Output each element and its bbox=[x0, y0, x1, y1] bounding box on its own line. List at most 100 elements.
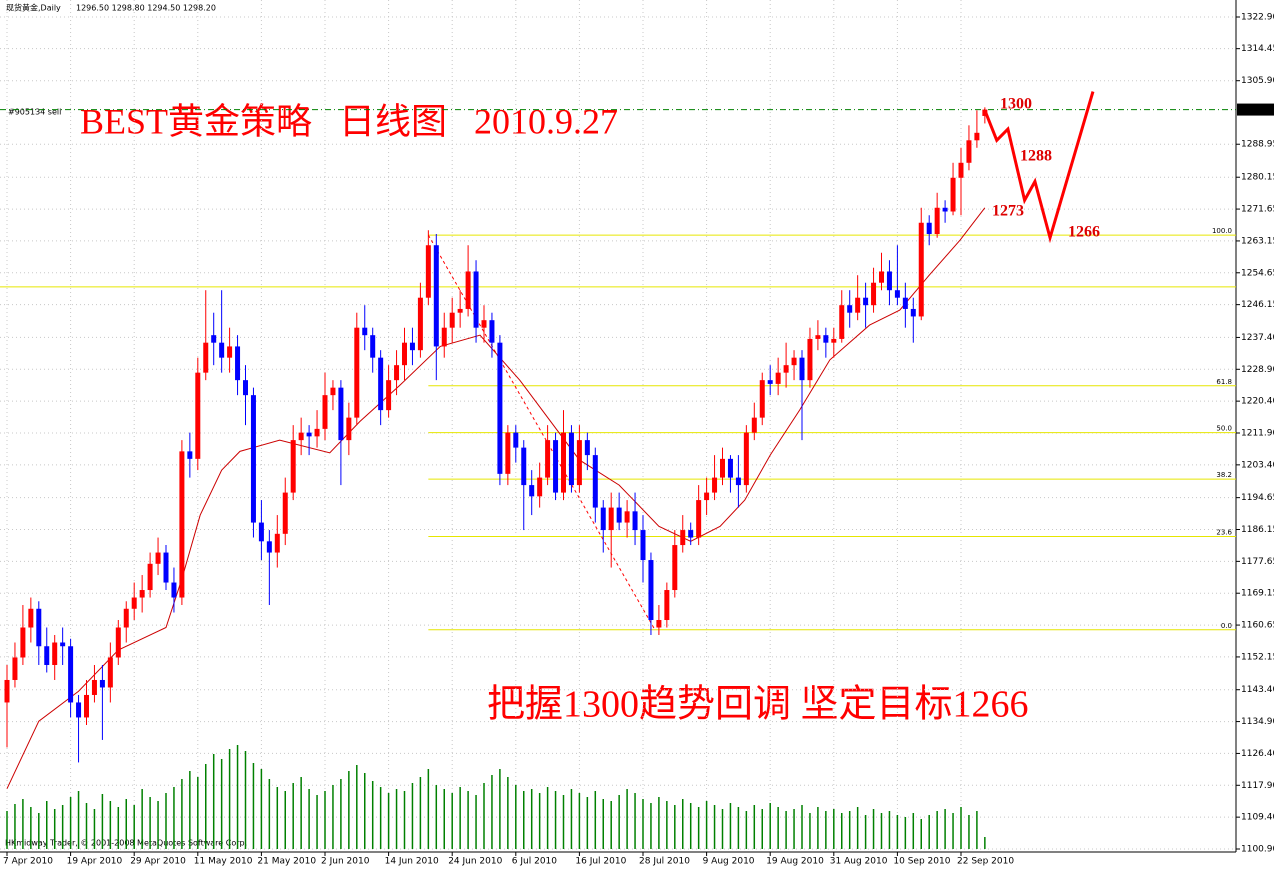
candle-body bbox=[831, 338, 837, 343]
candle-body bbox=[799, 357, 805, 381]
trend-line bbox=[427, 234, 656, 631]
candle-body bbox=[568, 432, 574, 486]
candle-body bbox=[553, 440, 559, 493]
order-label: #905134 sell bbox=[8, 108, 61, 117]
fib-label: 38.2 bbox=[1216, 471, 1232, 479]
candle-body bbox=[179, 451, 185, 598]
y-tick-label: 1228.90 bbox=[1241, 365, 1274, 375]
candle-body bbox=[36, 608, 42, 647]
candle-body bbox=[823, 335, 829, 343]
candle-body bbox=[775, 372, 781, 384]
candle-body bbox=[306, 432, 312, 437]
fib-label: 100.0 bbox=[1212, 227, 1232, 235]
candle-body bbox=[84, 694, 89, 718]
candle-body bbox=[942, 207, 948, 212]
header-ohlc: 1296.50 1298.80 1294.50 1298.20 bbox=[76, 4, 216, 13]
y-tick-label: 1203.40 bbox=[1241, 460, 1274, 470]
candle-body bbox=[235, 346, 241, 381]
candle-body bbox=[751, 417, 757, 433]
candle-body bbox=[934, 207, 940, 234]
y-tick-label: 1237.40 bbox=[1241, 333, 1274, 343]
candle-body bbox=[894, 290, 900, 298]
candle-body bbox=[879, 271, 884, 283]
candle-body bbox=[481, 320, 487, 328]
candle-body bbox=[600, 507, 606, 531]
candle-body bbox=[672, 545, 678, 591]
candle-body bbox=[219, 342, 225, 358]
y-tick-label: 1322.90 bbox=[1241, 13, 1274, 23]
candle-body bbox=[473, 271, 479, 328]
candle-body bbox=[815, 335, 821, 339]
candle-body bbox=[871, 282, 877, 306]
candle-body bbox=[545, 440, 551, 478]
target-label: 1266 bbox=[1068, 224, 1100, 241]
price-label: 1298.20 bbox=[1239, 105, 1274, 115]
x-tick-label: 6 Jul 2010 bbox=[512, 857, 557, 867]
candle-body bbox=[370, 335, 376, 358]
candle-body bbox=[966, 140, 972, 163]
candle-body bbox=[497, 342, 503, 474]
candle-body bbox=[791, 357, 797, 366]
target-label: 1273 bbox=[992, 203, 1024, 220]
candle-body bbox=[4, 679, 10, 703]
fib-label: 61.8 bbox=[1216, 378, 1232, 386]
candle-body bbox=[513, 432, 519, 448]
candle-body bbox=[561, 432, 566, 493]
candle-body bbox=[378, 357, 384, 411]
candle-body bbox=[688, 530, 694, 538]
x-tick-label: 28 Jul 2010 bbox=[639, 857, 690, 867]
candle-body bbox=[338, 387, 344, 441]
candle-body bbox=[402, 342, 407, 366]
candle-body bbox=[386, 380, 392, 411]
fib-label: 23.6 bbox=[1216, 528, 1232, 536]
candle-body bbox=[624, 511, 630, 523]
candle-body bbox=[735, 477, 741, 486]
projection-line bbox=[983, 91, 1095, 244]
y-tick-label: 1314.45 bbox=[1241, 44, 1274, 54]
candle-body bbox=[107, 657, 113, 688]
x-tick-label: 19 Aug 2010 bbox=[766, 857, 824, 867]
candle-body bbox=[409, 342, 415, 351]
y-tick-label: 1211.90 bbox=[1241, 429, 1274, 439]
candle-body bbox=[195, 372, 201, 459]
candle-body bbox=[648, 560, 654, 621]
candle-body bbox=[743, 432, 749, 486]
chart-title: BEST黄金策略 日线图 2010.9.27 bbox=[80, 101, 618, 141]
y-tick-label: 1280.15 bbox=[1241, 173, 1274, 183]
candle-body bbox=[147, 563, 153, 591]
candle-body bbox=[537, 477, 543, 497]
candle-body bbox=[529, 485, 535, 497]
candle-body bbox=[20, 627, 26, 658]
x-tick-label: 19 Apr 2010 bbox=[67, 857, 123, 867]
y-tick-label: 1177.65 bbox=[1241, 557, 1274, 567]
candle-body bbox=[656, 620, 662, 628]
y-tick-label: 1169.15 bbox=[1241, 589, 1274, 599]
candle-body bbox=[227, 346, 233, 358]
candle-body bbox=[330, 387, 336, 396]
candle-body bbox=[584, 440, 590, 456]
candle-body bbox=[974, 132, 980, 141]
x-tick-label: 11 May 2010 bbox=[194, 857, 253, 867]
candle-body bbox=[266, 541, 272, 553]
y-tick-label: 1305.90 bbox=[1241, 76, 1274, 86]
x-tick-label: 16 Jul 2010 bbox=[575, 857, 626, 867]
candle-body bbox=[767, 380, 773, 384]
candle-body bbox=[910, 308, 916, 317]
candle-body bbox=[521, 447, 527, 486]
candle-body bbox=[727, 458, 733, 478]
candle-body bbox=[68, 646, 74, 703]
candle-body bbox=[839, 305, 845, 339]
x-tick-label: 22 Sep 2010 bbox=[957, 857, 1014, 867]
candle-body bbox=[855, 297, 861, 313]
candle-body bbox=[664, 590, 670, 621]
candle-body bbox=[465, 271, 471, 309]
candle-body bbox=[250, 395, 256, 523]
candle-body bbox=[926, 222, 932, 234]
candle-body bbox=[704, 492, 710, 501]
candle-body bbox=[346, 417, 352, 441]
x-tick-label: 7 Apr 2010 bbox=[3, 857, 53, 867]
candle-body bbox=[863, 297, 869, 306]
fib-label: 0.0 bbox=[1221, 622, 1232, 630]
candle-body bbox=[783, 365, 789, 373]
